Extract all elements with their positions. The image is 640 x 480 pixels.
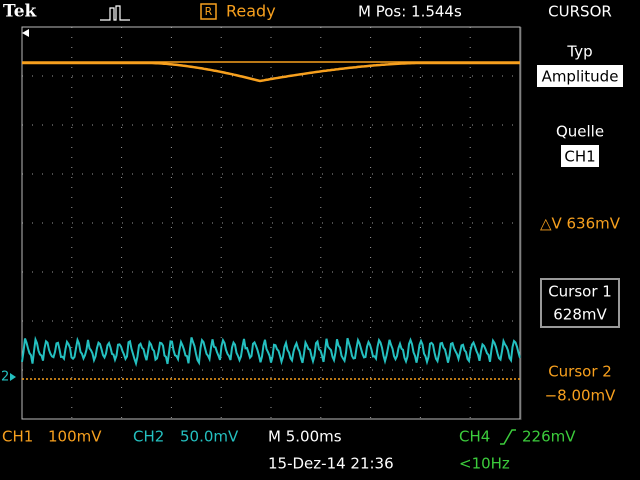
trigger-slope-icon bbox=[500, 429, 516, 445]
position: M Pos: 1.544s bbox=[358, 3, 462, 21]
cursor-1-value: 628mV bbox=[553, 306, 607, 324]
source-label: Quelle bbox=[556, 123, 604, 141]
ch2-marker: 2 bbox=[1, 370, 9, 385]
source-value-box bbox=[561, 145, 599, 167]
menu-title: CURSOR bbox=[548, 3, 612, 21]
status: Ready bbox=[226, 2, 276, 21]
cursor-2-label[interactable]: Cursor 2 bbox=[548, 363, 612, 381]
trigger-position-marker bbox=[22, 29, 29, 37]
ch2-scale: 50.0mV bbox=[180, 428, 239, 446]
status-icon: R bbox=[205, 5, 213, 18]
trigger-level: 226mV bbox=[522, 428, 576, 446]
trigger-icon bbox=[100, 5, 130, 21]
ch2-marker-arrow bbox=[10, 373, 16, 381]
cursor-1-box bbox=[540, 278, 620, 328]
status-box bbox=[200, 3, 217, 20]
cursor-2-value: −8.00mV bbox=[545, 387, 617, 405]
brand: Tek bbox=[3, 2, 38, 22]
ch1-scale: 100mV bbox=[48, 428, 102, 446]
source-value[interactable]: CH1 bbox=[564, 148, 595, 166]
cursor-1-label[interactable]: Cursor 1 bbox=[548, 283, 612, 301]
timebase: M 5.00ms bbox=[268, 428, 342, 446]
ch2-label: CH2 bbox=[133, 428, 164, 446]
ch2-waveform bbox=[21, 335, 521, 368]
frequency: <10Hz bbox=[459, 455, 510, 473]
ch1-label: CH1 bbox=[2, 428, 33, 446]
type-label: Typ bbox=[566, 43, 592, 61]
type-value[interactable]: Amplitude bbox=[542, 68, 619, 86]
graticule-border bbox=[21, 26, 521, 420]
type-value-box bbox=[537, 65, 623, 87]
trigger-source: CH4 bbox=[459, 428, 490, 446]
ch1-waveform bbox=[22, 61, 520, 83]
datetime: 15-Dez-14 21:36 bbox=[268, 455, 394, 473]
delta-readout: △V 636mV bbox=[540, 215, 621, 233]
